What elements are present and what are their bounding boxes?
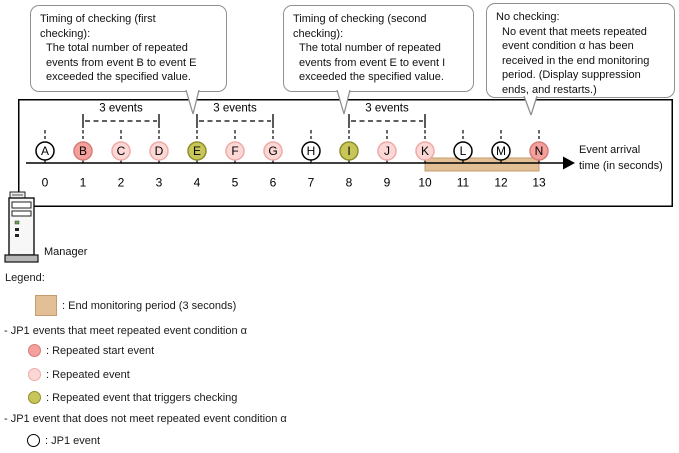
event-b: B1 xyxy=(73,130,93,190)
trigger-event-icon xyxy=(28,391,41,404)
event-circle-repeated xyxy=(377,141,397,161)
event-n: N 13 xyxy=(529,130,549,190)
event-letter: A xyxy=(41,144,49,158)
event-circle-jp1 xyxy=(301,141,321,161)
callout-title: Timing of checking (first checking): xyxy=(40,13,156,40)
event-circle-jp1 xyxy=(453,141,473,161)
manager-label: Manager xyxy=(44,246,88,258)
legend-item-repeated-start: : Repeated start event xyxy=(28,343,154,358)
tick-number: 1 xyxy=(80,176,87,190)
event-j: J9 xyxy=(377,130,397,190)
event-letter: I xyxy=(347,144,350,158)
event-letter: M xyxy=(496,144,506,158)
event-letter: C xyxy=(117,144,126,158)
jp1-event-icon xyxy=(27,434,40,447)
event-timeline: 3 events 3 events 3 eventsA0B1C2D3E4F5G6H7… xyxy=(18,99,673,207)
event-letter: J xyxy=(384,144,390,158)
event-circle-jp1 xyxy=(35,141,55,161)
callout-title: No checking: xyxy=(496,11,560,23)
callout-first-checking: Timing of checking (first checking): The… xyxy=(30,5,227,92)
tick-number: 0 xyxy=(42,176,49,190)
axis-label: Event arrival time (in seconds) xyxy=(579,144,663,172)
event-g: G6 xyxy=(263,130,283,190)
event-letter: H xyxy=(307,144,316,158)
event-circle-start xyxy=(529,141,549,161)
callout-body: No event that meets repeated event condi… xyxy=(502,25,650,96)
callout-body: The total number of repeated events from… xyxy=(46,42,197,84)
event-letter: N xyxy=(535,144,544,158)
tick-number: 7 xyxy=(308,176,315,190)
tick-number: 10 xyxy=(418,176,432,190)
legend-item-label: : Repeated start event xyxy=(46,344,155,357)
tick-number: 11 xyxy=(457,176,470,190)
tick-number: 12 xyxy=(494,176,508,190)
bracket-label: 3 events xyxy=(213,103,257,115)
tick-number: 3 xyxy=(156,176,163,190)
tick-number: 4 xyxy=(194,176,201,190)
manager-server-icon xyxy=(4,191,39,263)
legend-title: Legend: xyxy=(5,272,45,284)
event-circle-trigger xyxy=(339,141,359,161)
event-circle-jp1 xyxy=(491,141,511,161)
event-c: C2 xyxy=(111,130,131,190)
tick-number: 2 xyxy=(118,176,125,190)
event-circle-trigger xyxy=(187,141,207,161)
end-monitoring-period-bar xyxy=(424,157,540,172)
end-monitoring-swatch xyxy=(35,295,57,316)
event-letter: L xyxy=(460,144,467,158)
callout-second-checking: Timing of checking (second checking): Th… xyxy=(283,5,474,92)
legend-not-meet-heading: - JP1 event that does not meet repeated … xyxy=(4,413,287,425)
event-m: M 12 xyxy=(491,130,511,190)
callout-title: Timing of checking (second checking): xyxy=(293,13,427,40)
repeated-start-event-icon xyxy=(28,344,41,357)
tick-number: 6 xyxy=(270,176,277,190)
event-circle-repeated xyxy=(225,141,245,161)
callout-no-checking: No checking: No event that meets repeate… xyxy=(486,3,675,98)
legend-item-jp1: : JP1 event xyxy=(27,433,100,448)
event-d: D3 xyxy=(149,130,169,190)
event-circle-start xyxy=(73,141,93,161)
bracket-label: 3 events xyxy=(365,103,409,115)
event-e: E4 xyxy=(187,130,207,190)
event-letter: B xyxy=(79,144,87,158)
legend-item-label: : Repeated event xyxy=(46,368,130,381)
event-a: A0 xyxy=(35,130,55,190)
axis-arrowhead-icon xyxy=(563,156,575,170)
legend-item-trigger: : Repeated event that triggers checking xyxy=(28,390,237,405)
tick-number: 8 xyxy=(346,176,353,190)
bracket-label: 3 events xyxy=(99,103,143,115)
tick-number: 9 xyxy=(384,176,391,190)
event-circle-repeated xyxy=(111,141,131,161)
legend-item-label: : Repeated event that triggers checking xyxy=(46,391,238,404)
legend-end-monitoring-row: : End monitoring period (3 seconds) xyxy=(35,295,236,316)
event-i: I8 xyxy=(339,130,359,190)
event-circle-repeated xyxy=(149,141,169,161)
legend-end-monitoring-label: : End monitoring period (3 seconds) xyxy=(62,299,237,312)
bracket-2: 3 events xyxy=(196,103,274,128)
tick-number: 5 xyxy=(232,176,239,190)
event-circle-repeated xyxy=(263,141,283,161)
event-h: H7 xyxy=(301,130,321,190)
event-l: L 11 xyxy=(453,130,473,190)
event-letter: K xyxy=(421,144,429,158)
tick-number: 13 xyxy=(532,176,546,190)
event-circle-repeated xyxy=(415,141,435,161)
event-letter: G xyxy=(268,144,277,158)
event-f: F5 xyxy=(225,130,245,190)
event-k: K 10 xyxy=(415,130,435,190)
legend-item-label: : JP1 event xyxy=(45,434,101,447)
event-letter: E xyxy=(193,144,201,158)
bracket-1: 3 events xyxy=(82,103,160,128)
legend-item-repeated: : Repeated event xyxy=(28,367,130,382)
event-letter: F xyxy=(231,144,238,158)
event-letter: D xyxy=(155,144,164,158)
legend-meet-heading: - JP1 events that meet repeated event co… xyxy=(4,325,248,337)
bracket-3: 3 events xyxy=(348,103,426,128)
callout-body: The total number of repeated events from… xyxy=(299,42,446,84)
repeated-event-icon xyxy=(28,368,41,381)
